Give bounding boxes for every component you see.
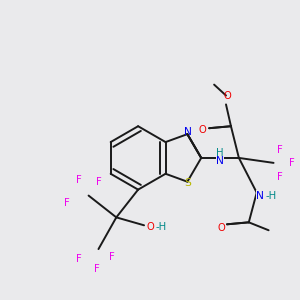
Text: F: F	[94, 264, 99, 274]
Text: O: O	[198, 125, 206, 135]
Text: F: F	[277, 172, 282, 182]
Text: N: N	[184, 127, 192, 137]
Text: -H: -H	[265, 190, 276, 201]
Text: H: H	[216, 148, 224, 158]
Text: S: S	[184, 178, 191, 188]
Text: -H: -H	[155, 222, 167, 232]
Text: F: F	[76, 254, 82, 264]
Text: F: F	[76, 175, 82, 185]
Text: F: F	[110, 252, 115, 262]
Text: N: N	[256, 190, 264, 201]
Text: F: F	[289, 158, 294, 168]
Text: O: O	[146, 222, 154, 232]
Text: O: O	[217, 223, 225, 233]
Text: F: F	[64, 199, 70, 208]
Text: N: N	[216, 156, 224, 166]
Text: F: F	[277, 145, 282, 155]
Text: F: F	[96, 177, 101, 187]
Text: O: O	[223, 91, 231, 100]
